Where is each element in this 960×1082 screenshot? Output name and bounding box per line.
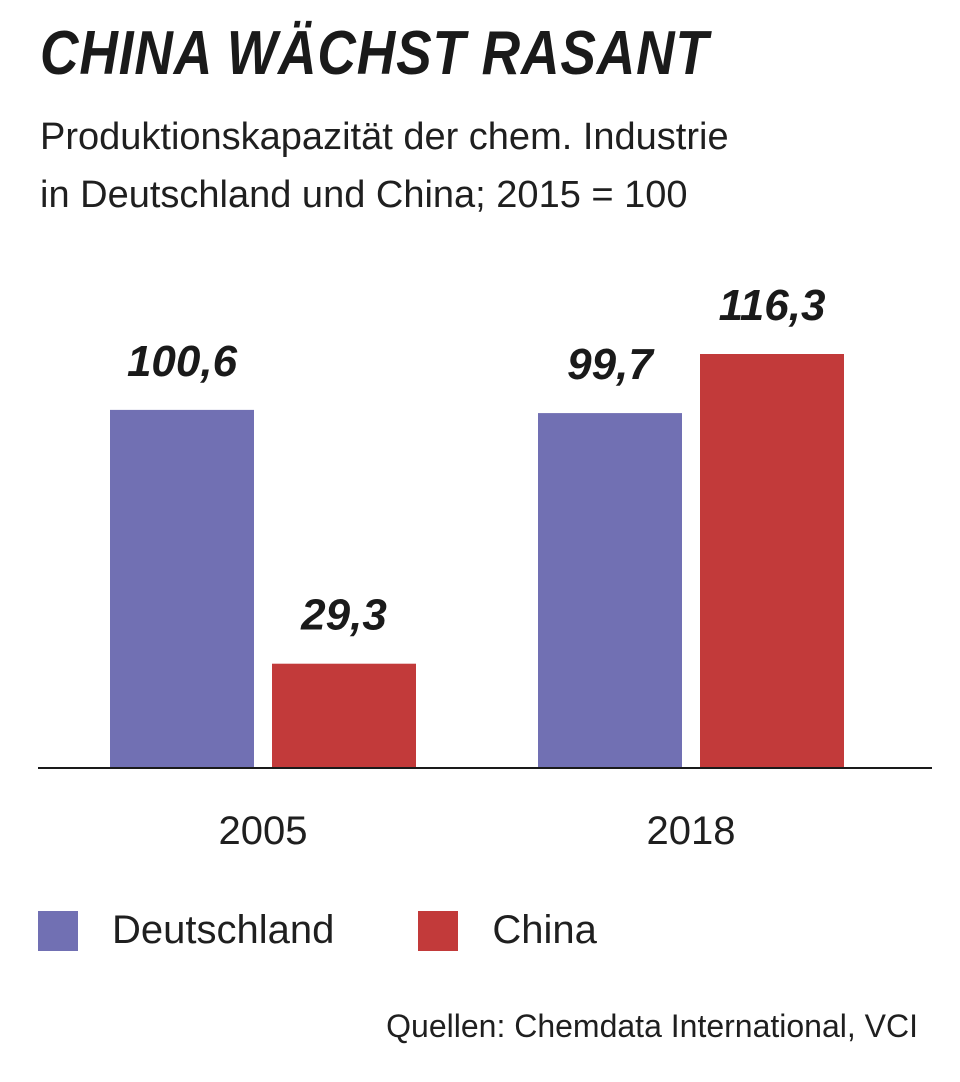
legend: Deutschland China xyxy=(38,908,681,953)
bar-chart: 100,6 29,3 2005 99,7 116,3 2018 xyxy=(38,281,932,853)
subtitle-line-2: in Deutschland und China; 2015 = 100 xyxy=(40,174,688,216)
chart-subtitle: Produktionskapazität der chem. Industrie… xyxy=(40,108,940,224)
bar-china-2005 xyxy=(272,663,416,768)
chart-title: CHINA WÄCHST RASANT xyxy=(40,19,709,88)
subtitle-line-1: Produktionskapazität der chem. Industrie xyxy=(40,116,729,158)
value-label-china-2005: 29,3 xyxy=(300,591,387,640)
x-tick-label-2018: 2018 xyxy=(647,809,736,853)
x-tick-label-2005: 2005 xyxy=(219,809,308,853)
legend-label-deutschland: Deutschland xyxy=(112,908,335,952)
value-label-deutschland-2005: 100,6 xyxy=(127,337,238,386)
legend-item-china: China xyxy=(418,908,597,953)
bar-deutschland-2018 xyxy=(538,413,682,768)
legend-label-china: China xyxy=(492,908,597,952)
source-note: Quellen: Chemdata International, VCI xyxy=(386,1008,918,1044)
value-label-china-2018: 116,3 xyxy=(719,281,826,330)
bar-china-2018 xyxy=(700,354,844,768)
legend-item-deutschland: Deutschland xyxy=(38,908,334,953)
legend-swatch-deutschland xyxy=(38,910,78,951)
value-label-deutschland-2018: 99,7 xyxy=(567,340,655,389)
bar-deutschland-2005 xyxy=(110,409,254,768)
legend-swatch-china xyxy=(418,910,459,951)
